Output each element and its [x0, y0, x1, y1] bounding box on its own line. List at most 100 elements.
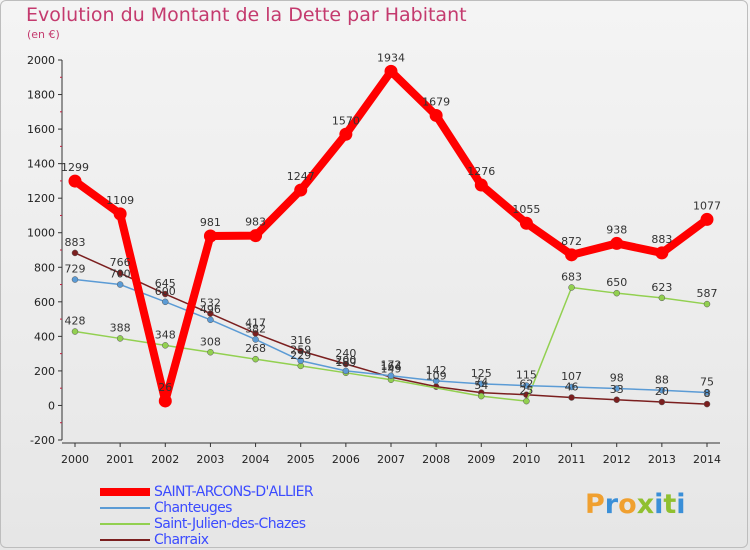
data-label-3: 8	[704, 387, 711, 400]
logo-letter: x	[636, 489, 655, 520]
data-label-2: 428	[65, 315, 86, 328]
series-point-2	[71, 328, 79, 335]
data-label-3: 46	[565, 381, 579, 394]
data-label-1: 125	[471, 367, 492, 380]
series-point-0	[429, 108, 443, 122]
data-label-1: 700	[110, 268, 131, 281]
legend: SAINT-ARCONS-D'ALLIER Chanteuges Saint-J…	[100, 484, 400, 548]
data-label-3: 109	[426, 370, 447, 383]
x-tick-label: 2009	[467, 453, 495, 466]
x-tick-label: 2000	[61, 453, 89, 466]
legend-item-saint-arcons: SAINT-ARCONS-D'ALLIER	[100, 484, 400, 500]
series-point-3	[71, 249, 79, 257]
y-tick-label: 200	[34, 365, 55, 378]
data-label-0: 872	[561, 235, 582, 248]
series-point-2	[252, 355, 259, 363]
series-point-3	[658, 398, 666, 406]
series-point-0	[474, 178, 488, 192]
legend-item-charraix: Charraix	[100, 532, 400, 548]
data-label-3: 532	[200, 297, 221, 310]
series-point-2	[658, 294, 666, 302]
logo-letter: i	[676, 489, 686, 520]
y-tick-label: 1000	[27, 227, 55, 240]
data-label-1: 88	[655, 373, 669, 386]
data-label-3: 74	[474, 376, 488, 389]
x-tick-label: 2014	[693, 453, 721, 466]
series-point-3	[116, 269, 124, 277]
x-tick-label: 2006	[332, 453, 360, 466]
logo-letter: o	[618, 489, 637, 520]
axes: -200 0 200 400 600 800 1000 1200 1400 1600 1800 200…	[27, 54, 721, 466]
y-tick-label: 1800	[27, 89, 55, 102]
chart-subtitle: (en €)	[27, 28, 60, 41]
series-point-3	[703, 400, 711, 408]
series-point-3	[297, 347, 304, 355]
series-point-0	[68, 174, 82, 188]
data-label-2: 308	[200, 335, 221, 348]
series-point-2	[207, 349, 214, 356]
series-point-1	[568, 383, 575, 391]
legend-item-chanteuges: Chanteuges	[100, 500, 400, 516]
data-label-2: 189	[335, 356, 356, 369]
series-point-1	[252, 336, 259, 343]
series-point-0	[655, 246, 669, 260]
series-point-0	[294, 183, 308, 197]
series-point-3	[162, 290, 169, 298]
y-tick-label: 400	[34, 330, 55, 343]
series-point-1	[297, 357, 304, 364]
line-chart: -200 0 200 400 600 800 1000 1200 1400 1600 1800 200…	[27, 51, 721, 466]
legend-swatch-saint-julien	[100, 523, 150, 525]
data-label-3: 316	[290, 334, 311, 347]
data-label-1: 142	[426, 364, 447, 377]
data-label-1: 98	[610, 372, 624, 385]
x-tick-label: 2004	[242, 453, 270, 466]
series-point-1	[116, 281, 124, 288]
series-point-0	[519, 216, 533, 230]
legend-label-charraix: Charraix	[154, 532, 209, 548]
x-tick-label: 2001	[106, 453, 134, 466]
series-point-1	[71, 276, 79, 283]
x-tick-label: 2002	[151, 453, 179, 466]
series-group	[68, 64, 714, 408]
x-tick-label: 2010	[512, 453, 540, 466]
data-label-0: 1247	[287, 170, 315, 183]
chart-title: Evolution du Montant de la Dette par Hab…	[26, 4, 467, 26]
data-labels: 883 766 645 532 417 316 240 164 109 74 62 46 33 20 8 42…	[61, 51, 721, 400]
series-point-1	[207, 316, 214, 324]
y-tick-label: 2000	[27, 54, 55, 67]
series-point-2	[568, 284, 575, 291]
data-label-0: 1299	[61, 161, 89, 174]
data-label-2: 268	[245, 342, 266, 355]
data-label-0: 1570	[332, 114, 360, 127]
series-point-0	[339, 127, 353, 141]
series-point-2	[523, 397, 530, 405]
data-label-1: 115	[516, 369, 537, 382]
legend-label-saint-arcons: SAINT-ARCONS-D'ALLIER	[154, 484, 314, 500]
data-label-0: 983	[245, 216, 266, 229]
data-label-3: 33	[610, 383, 624, 396]
data-label-1: 200	[335, 354, 356, 367]
y-tick-label: 600	[34, 296, 55, 309]
data-label-0: 938	[606, 223, 627, 236]
x-tick-label: 2005	[287, 453, 315, 466]
data-label-2: 388	[110, 321, 131, 334]
x-tick-label: 2012	[603, 453, 631, 466]
series-point-3	[342, 360, 350, 368]
legend-swatch-saint-arcons	[100, 488, 150, 496]
data-label-1: 496	[200, 303, 221, 316]
data-label-2: 229	[290, 349, 311, 362]
data-label-1: 382	[245, 322, 266, 335]
series-point-0	[700, 212, 714, 226]
x-tick-label: 2007	[377, 453, 405, 466]
data-label-0: 883	[651, 233, 672, 246]
series-point-2	[613, 289, 620, 297]
series-point-0	[113, 207, 127, 221]
legend-swatch-chanteuges	[100, 507, 150, 509]
series-point-1	[523, 382, 530, 389]
y-tick-label: 1600	[27, 123, 55, 136]
legend-item-saint-julien: Saint-Julien-des-Chazes	[100, 516, 400, 532]
data-label-2: 54	[474, 379, 488, 392]
series-point-2	[116, 335, 124, 342]
data-label-2: 587	[697, 287, 718, 300]
series-point-2	[162, 342, 169, 349]
